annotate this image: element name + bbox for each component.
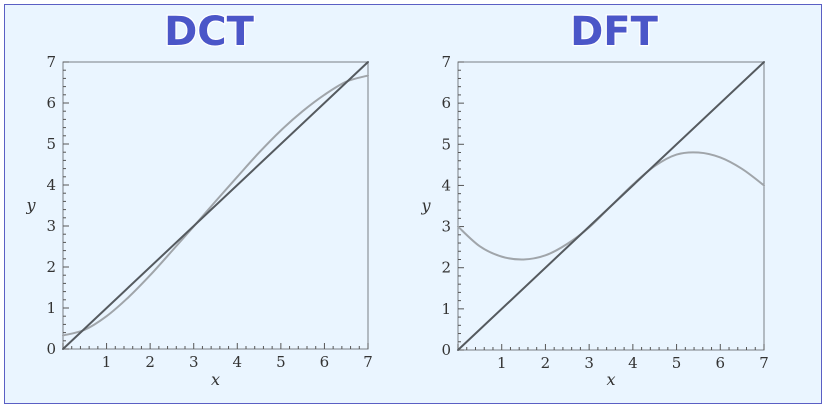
y-tick-label: 2 <box>46 258 56 276</box>
y-tick-label: 7 <box>46 53 56 71</box>
x-axis-label: x <box>211 370 220 389</box>
reference-line <box>457 61 765 351</box>
x-tick-label: 6 <box>716 354 726 372</box>
y-tick-label: 3 <box>46 217 56 235</box>
x-tick-label: 2 <box>541 354 551 372</box>
x-tick-label: 7 <box>363 353 373 371</box>
x-tick-label: 1 <box>102 353 112 371</box>
chart-panel-dct: DCT 1 2 3 4 5 6 7 0 1 2 3 4 5 6 7 x y <box>25 8 373 389</box>
y-tick-label: 4 <box>46 176 56 194</box>
approximation-curve <box>62 74 369 337</box>
chart-title: DCT <box>164 9 255 55</box>
x-tick-label: 3 <box>584 354 594 372</box>
chart-panel-dft: DFT 1 2 3 4 5 6 7 0 1 2 3 4 5 6 7 x y <box>420 8 769 389</box>
x-axis-label: x <box>606 370 615 389</box>
chart-title: DFT <box>570 9 659 55</box>
x-tick-label: 5 <box>276 353 286 371</box>
plot-frame <box>457 61 765 351</box>
x-tick-label: 5 <box>672 354 682 372</box>
figure-canvas: DCT 1 2 3 4 5 6 7 0 1 2 3 4 5 6 7 x y DFT 1 2 3 4 5 6 7 0 1 2 3 4 5 6 7 x y <box>25 8 769 389</box>
y-tick-label: 6 <box>441 94 451 112</box>
y-tick-label: 7 <box>441 53 451 71</box>
x-tick-label: 2 <box>145 353 155 371</box>
y-axis-label: y <box>25 196 36 215</box>
x-tick-label: 6 <box>320 353 330 371</box>
reference-line <box>62 61 369 350</box>
plot-frame <box>62 61 369 350</box>
y-tick-label: 4 <box>441 176 451 194</box>
y-tick-label: 1 <box>46 299 56 317</box>
y-tick-label: 3 <box>441 218 451 236</box>
x-tick-label: 4 <box>628 354 638 372</box>
y-tick-label: 2 <box>441 259 451 277</box>
y-tick-label: 1 <box>441 300 451 318</box>
x-tick-label: 4 <box>233 353 243 371</box>
x-tick-label: 7 <box>759 354 769 372</box>
y-tick-label: 5 <box>441 135 451 153</box>
y-tick-label: 6 <box>46 94 56 112</box>
y-tick-label: 0 <box>46 340 56 358</box>
y-tick-label: 5 <box>46 135 56 153</box>
x-tick-label: 1 <box>497 354 507 372</box>
y-tick-label: 0 <box>441 341 451 359</box>
y-axis-label: y <box>420 196 431 215</box>
x-tick-label: 3 <box>189 353 199 371</box>
figure-frame: DCT 1 2 3 4 5 6 7 0 1 2 3 4 5 6 7 x y DFT 1 2 3 4 5 6 7 0 1 2 3 4 5 6 7 x y <box>4 4 822 404</box>
